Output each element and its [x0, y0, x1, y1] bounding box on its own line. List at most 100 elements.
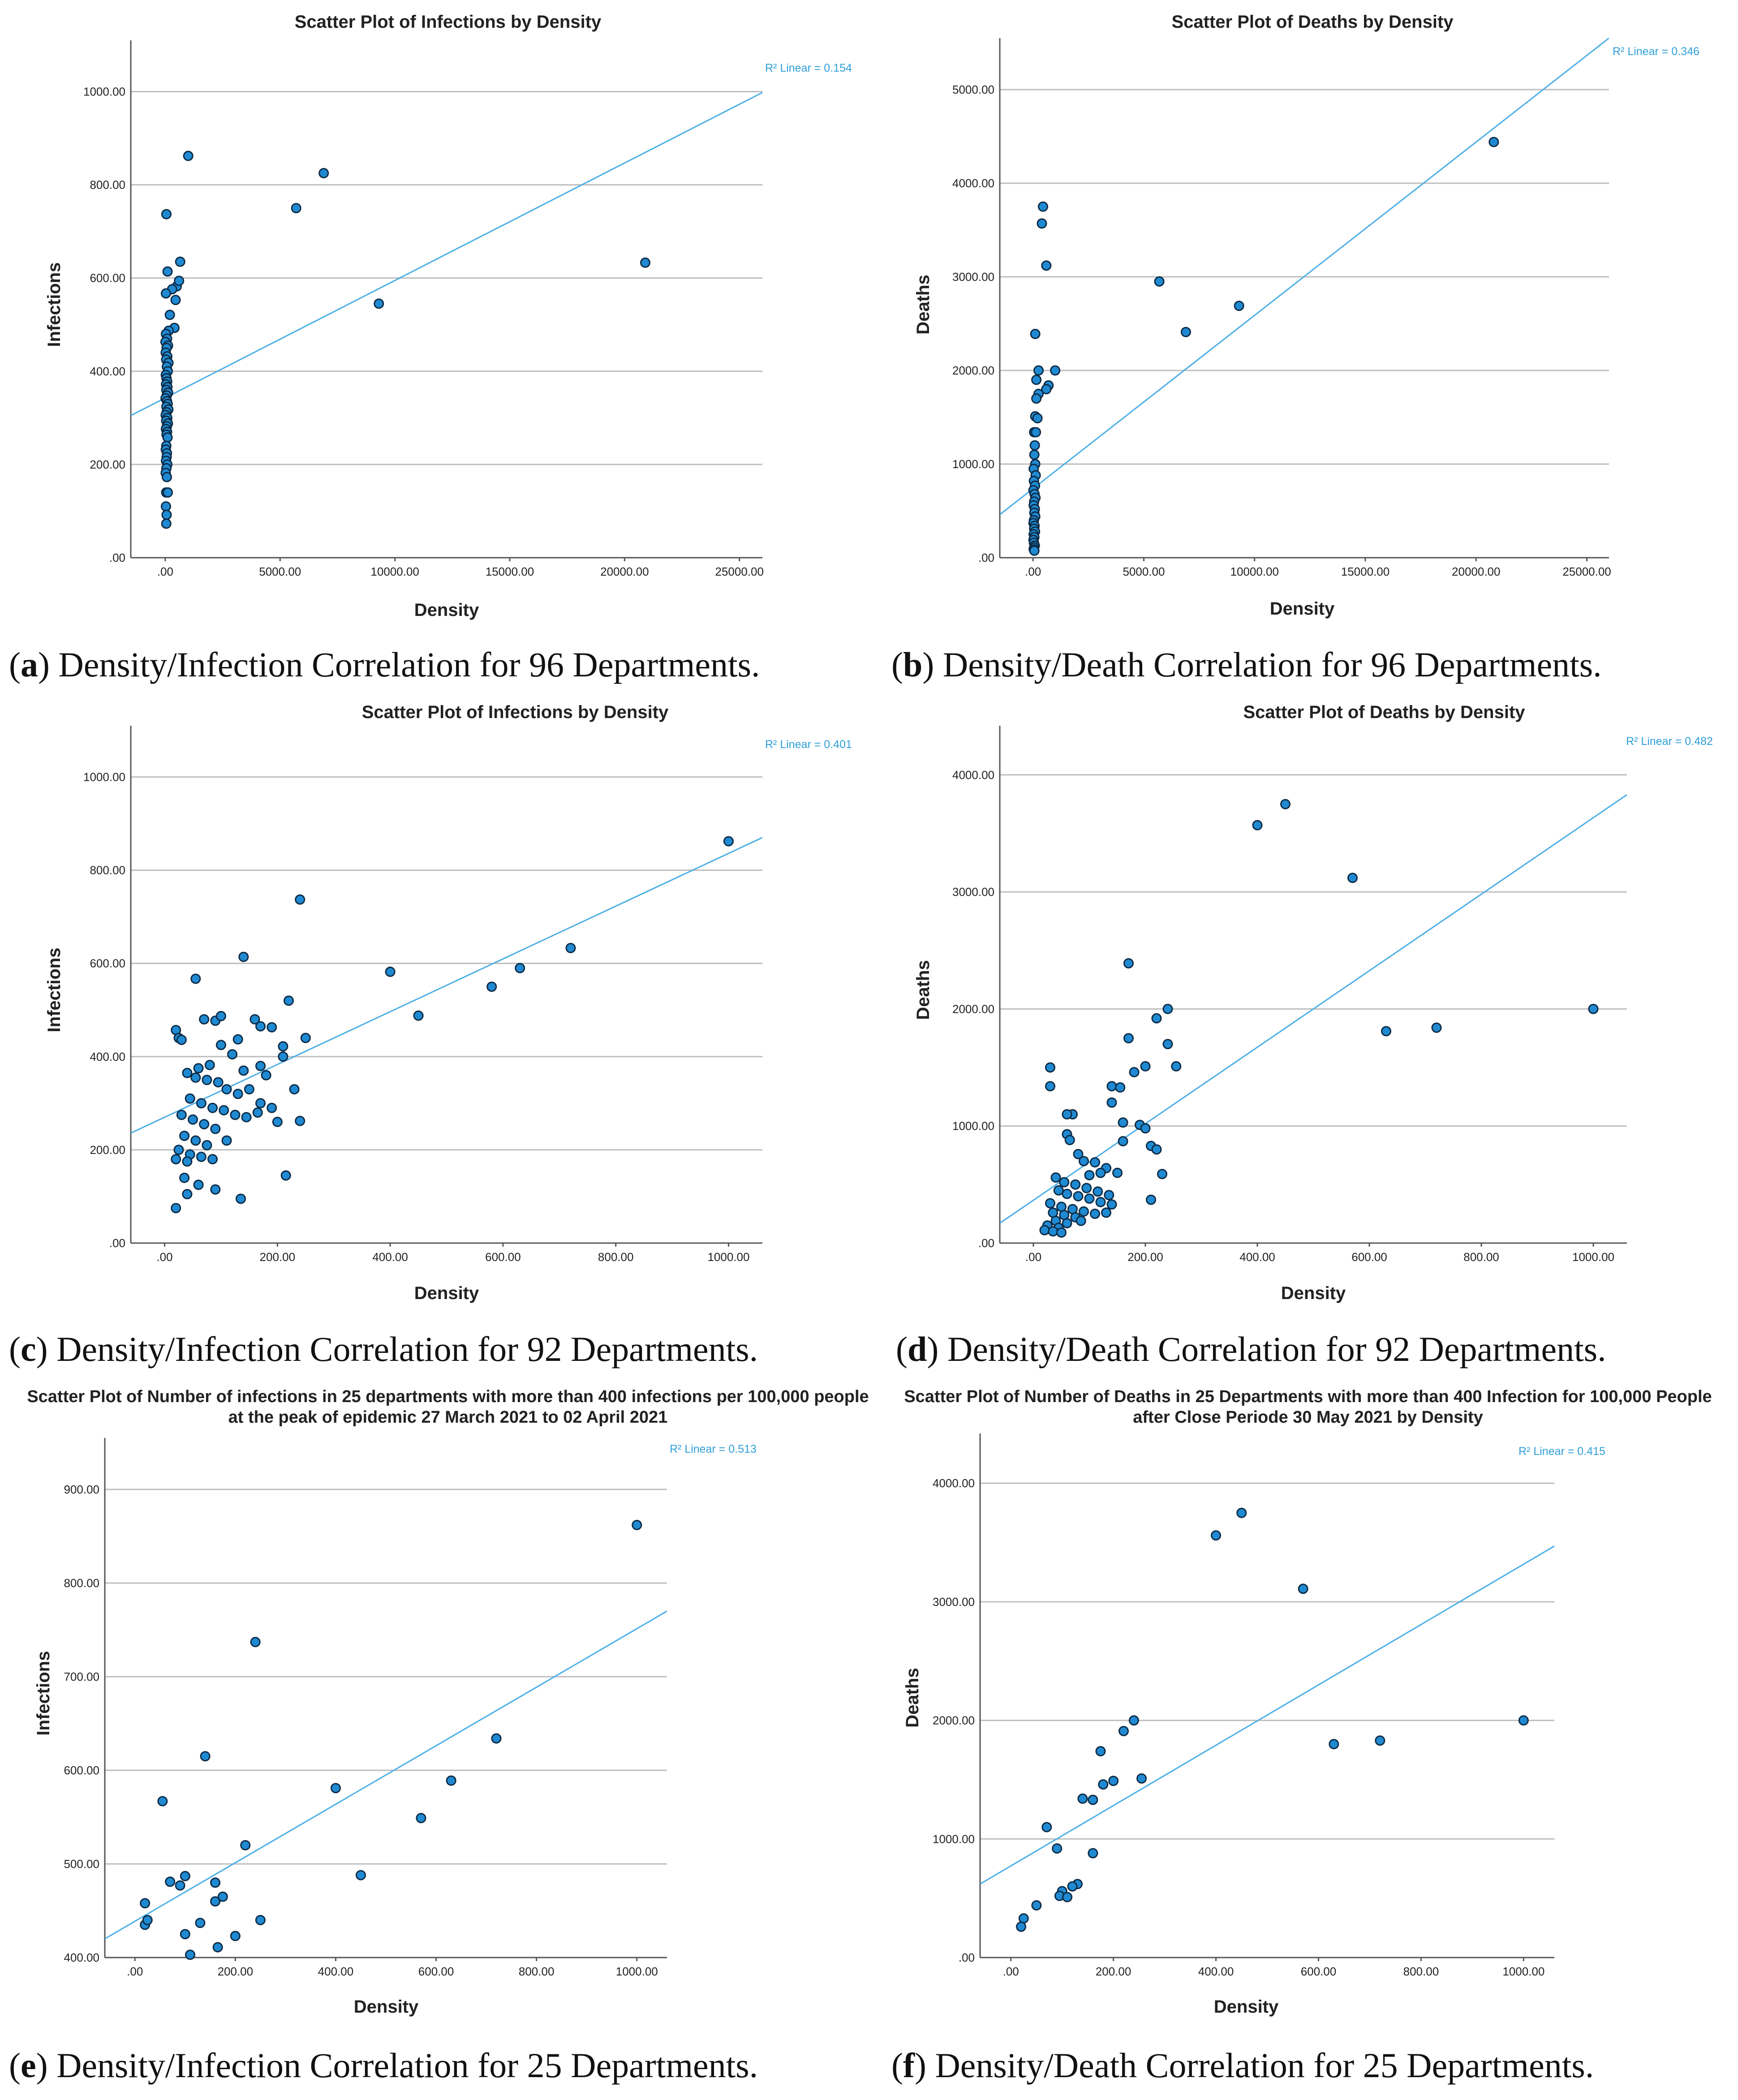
data-point [1123, 958, 1134, 968]
data-point [212, 1942, 223, 1953]
data-point [1053, 1185, 1064, 1196]
caption-letter: f [903, 2046, 915, 2085]
fit-line [980, 1545, 1554, 1885]
data-point [1045, 1062, 1055, 1073]
data-point [1050, 1172, 1061, 1183]
panel-c: Scatter Plot of Infections by Density In… [9, 702, 852, 1368]
fit-line [1000, 794, 1627, 1224]
data-point [1073, 1191, 1084, 1201]
panel-e: Scatter Plot of Number of infections in … [9, 1387, 869, 2085]
data-point [232, 1034, 243, 1045]
x-tick-label: 800.00 [1463, 1250, 1499, 1264]
fit-line [105, 1610, 667, 1940]
data-point [250, 1014, 260, 1025]
data-point [1088, 1848, 1098, 1859]
y-tick-label: 700.00 [64, 1670, 99, 1683]
data-point [217, 1891, 228, 1902]
y-tick-label: 3000.00 [952, 270, 994, 284]
data-point [1146, 1194, 1156, 1205]
data-point [1252, 820, 1263, 831]
data-point [240, 1840, 251, 1850]
data-point [182, 1156, 193, 1167]
x-tick-label: 1000.00 [1572, 1250, 1614, 1264]
data-point [1062, 1109, 1072, 1120]
y-tick-label: 600.00 [90, 957, 125, 970]
data-point [1081, 1183, 1092, 1193]
x-tick-label: 400.00 [372, 1250, 408, 1264]
x-tick-label: 25000.00 [715, 565, 764, 578]
x-tick-label: .00 [127, 1965, 143, 1978]
data-point [161, 518, 172, 529]
data-point [210, 1896, 221, 1907]
plot-area: .00 1000.00 2000.00 3000.00 4000.00 .00 200.00… [933, 1433, 1554, 1978]
data-point [204, 1060, 215, 1071]
x-tick-label: 10000.00 [370, 565, 419, 578]
y-tick-label: 4000.00 [952, 768, 994, 782]
data-point [1329, 1739, 1339, 1750]
data-point [1108, 1776, 1119, 1786]
data-point [1059, 1177, 1070, 1188]
data-point [1062, 1892, 1073, 1902]
data-point [1180, 327, 1191, 337]
data-point [515, 963, 525, 973]
y-tick-label: 200.00 [90, 1143, 125, 1157]
caption-text: Density/Death Correlation for 92 Departm… [938, 1330, 1606, 1368]
data-point [179, 1131, 190, 1141]
y-tick-label: 800.00 [90, 178, 125, 192]
plot-area: .00 1000.00 2000.00 3000.00 4000.00 5000.00 .0… [952, 38, 1611, 578]
chart-title: Scatter Plot of Number of infections in … [27, 1387, 869, 1427]
data-point [1050, 365, 1061, 376]
data-point [185, 1949, 195, 1960]
y-tick-label: 2000.00 [952, 364, 994, 377]
caption-text: Density/Infection Correlation for 25 Dep… [48, 2046, 758, 2085]
data-point [1136, 1773, 1147, 1784]
x-tick-label: 600.00 [485, 1250, 521, 1264]
data-point [1115, 1082, 1126, 1093]
y-axis-label: Infections [34, 1651, 53, 1736]
data-point [1128, 1715, 1139, 1726]
data-point [202, 1075, 212, 1085]
x-tick-label: 10000.00 [1230, 565, 1279, 578]
data-point [182, 1189, 193, 1200]
x-tick-label: 5000.00 [259, 565, 301, 578]
data-point [255, 1021, 266, 1032]
caption-b: (b) Density/Death Correlation for 96 Dep… [891, 645, 1602, 684]
y-tick-label: 800.00 [64, 1576, 99, 1590]
data-point [183, 151, 194, 161]
data-point [1018, 1913, 1029, 1924]
caption-text: Density/Death Correlation for 25 Departm… [926, 2046, 1594, 2085]
x-tick-label: 200.00 [1096, 1965, 1131, 1978]
data-point [632, 1519, 642, 1530]
caption-f: (f) Density/Death Correlation for 25 Dep… [891, 2046, 1594, 2085]
x-axis-label: Density [1214, 1997, 1279, 2017]
y-axis-label: Infections [44, 948, 64, 1033]
data-point [1162, 1003, 1173, 1014]
chart-title-box: Scatter Plot of Number of infections in … [27, 1387, 869, 1427]
data-point [238, 1065, 249, 1076]
data-point [1123, 1033, 1134, 1044]
plot-area: .00 1000.00 2000.00 3000.00 4000.00 .00 200.00… [952, 726, 1627, 1264]
data-point [295, 894, 305, 905]
x-tick-label: .00 [1025, 565, 1041, 578]
data-point [446, 1775, 456, 1786]
data-point [1093, 1186, 1103, 1197]
data-point [1347, 873, 1358, 883]
data-point [1062, 1218, 1072, 1229]
data-point [1016, 1921, 1027, 1932]
data-point [207, 1154, 218, 1165]
data-point [1236, 1507, 1247, 1518]
data-point [278, 1051, 288, 1062]
x-tick-label: 1000.00 [1502, 1965, 1544, 1978]
data-point [1518, 1715, 1529, 1726]
data-point [176, 1110, 187, 1120]
data-point [1067, 1881, 1078, 1892]
x-tick-label: 400.00 [1198, 1965, 1234, 1978]
data-point [1088, 1794, 1098, 1805]
data-point [230, 1931, 241, 1941]
chart-title: Scatter Plot of Infections by Density [295, 12, 602, 32]
data-point [176, 1034, 187, 1045]
data-point [1079, 1206, 1089, 1217]
fit-line [131, 837, 762, 1134]
